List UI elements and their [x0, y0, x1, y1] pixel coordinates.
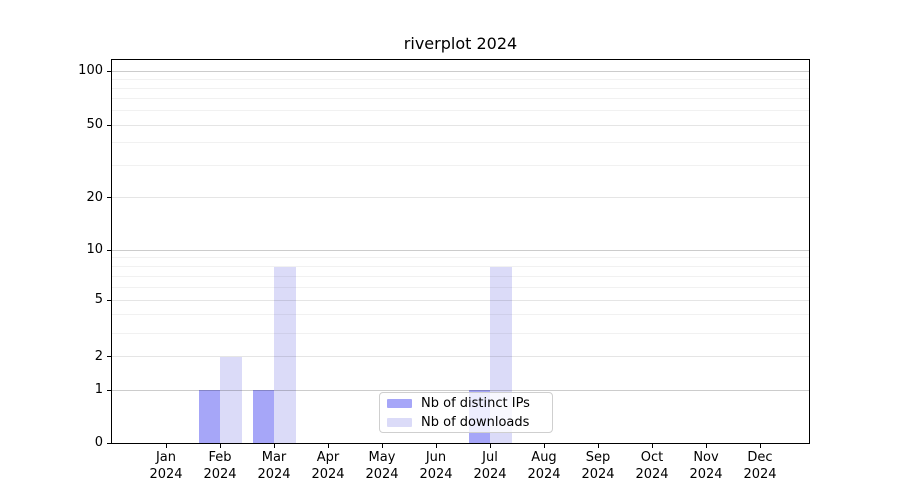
y-tick-mark — [107, 442, 111, 444]
legend-entry-downloads: Nb of downloads — [387, 415, 552, 430]
y-tick-label: 5 — [94, 292, 103, 307]
y-tick-mark — [107, 356, 111, 357]
x-tick-label: May 2024 — [365, 450, 399, 482]
gridline-major — [112, 70, 809, 72]
gridline-minor — [112, 98, 809, 100]
gridline-minor — [112, 332, 809, 334]
x-tick-label: Aug 2024 — [527, 450, 561, 482]
gridline-minor — [112, 257, 809, 259]
x-tick-label: Mar 2024 — [257, 450, 291, 482]
gridline-major — [112, 356, 809, 357]
gridline-major — [112, 389, 809, 391]
x-tick-mark — [543, 444, 545, 448]
y-tick-label: 20 — [86, 189, 103, 205]
gridline-minor — [112, 266, 809, 268]
y-tick-mark — [107, 299, 111, 301]
gridline-major — [112, 197, 809, 198]
x-tick-label: Nov 2024 — [689, 450, 723, 482]
y-tick-mark — [107, 249, 111, 251]
x-tick-mark — [759, 444, 761, 448]
gridline-minor — [112, 165, 809, 167]
y-tick-label: 10 — [86, 242, 103, 257]
y-tick-mark — [107, 197, 111, 198]
x-tick-label: Sep 2024 — [581, 450, 615, 482]
x-tick-label: Oct 2024 — [635, 450, 669, 482]
gridline-major — [112, 124, 809, 126]
x-tick-label: Jun 2024 — [419, 450, 453, 482]
gridline-minor — [112, 275, 809, 277]
bar-downloads-1 — [220, 356, 242, 443]
x-tick-mark — [381, 444, 383, 448]
legend-swatch-distinct-ips — [387, 398, 412, 408]
y-tick-label: 1 — [94, 382, 103, 397]
y-tick-label: 50 — [86, 117, 103, 132]
y-tick-mark — [107, 389, 111, 391]
bar-downloads-2 — [274, 266, 296, 443]
x-tick-mark — [327, 444, 329, 448]
y-tick-label: 0 — [94, 435, 103, 450]
x-tick-mark — [273, 444, 275, 448]
y-tick-label: 100 — [78, 63, 103, 78]
x-tick-mark — [489, 444, 491, 448]
y-tick-mark — [107, 70, 111, 72]
legend: Nb of distinct IPs Nb of downloads — [379, 392, 553, 433]
gridline-minor — [112, 87, 809, 89]
x-tick-label: Jul 2024 — [473, 450, 507, 482]
legend-label-downloads: Nb of downloads — [421, 414, 530, 430]
gridline-minor — [112, 142, 809, 144]
x-tick-mark — [219, 444, 221, 448]
y-tick-mark — [107, 124, 111, 126]
x-tick-label: Jan 2024 — [149, 450, 183, 482]
x-tick-mark — [597, 444, 599, 448]
bar-distinct-ips-2 — [252, 390, 274, 443]
x-tick-mark — [705, 444, 707, 448]
bar-distinct-ips-1 — [198, 390, 220, 443]
x-tick-label: Feb 2024 — [203, 450, 237, 482]
chart-title: riverplot 2024 — [403, 34, 518, 53]
gridline-minor — [112, 110, 809, 112]
x-tick-label: Dec 2024 — [743, 450, 777, 482]
legend-label-distinct-ips: Nb of distinct IPs — [421, 395, 530, 411]
x-tick-mark — [435, 444, 437, 448]
gridline-major — [112, 299, 809, 301]
legend-entry-distinct-ips: Nb of distinct IPs — [387, 396, 552, 411]
legend-swatch-downloads — [387, 417, 412, 427]
gridline-minor — [112, 78, 809, 80]
plot-area: Nb of distinct IPs Nb of downloads — [111, 59, 810, 444]
gridline-major — [112, 249, 809, 251]
x-tick-mark — [651, 444, 653, 448]
y-tick-label: 2 — [94, 348, 103, 364]
x-tick-mark — [165, 444, 167, 448]
gridline-minor — [112, 314, 809, 316]
x-tick-label: Apr 2024 — [311, 450, 345, 482]
gridline-minor — [112, 286, 809, 288]
